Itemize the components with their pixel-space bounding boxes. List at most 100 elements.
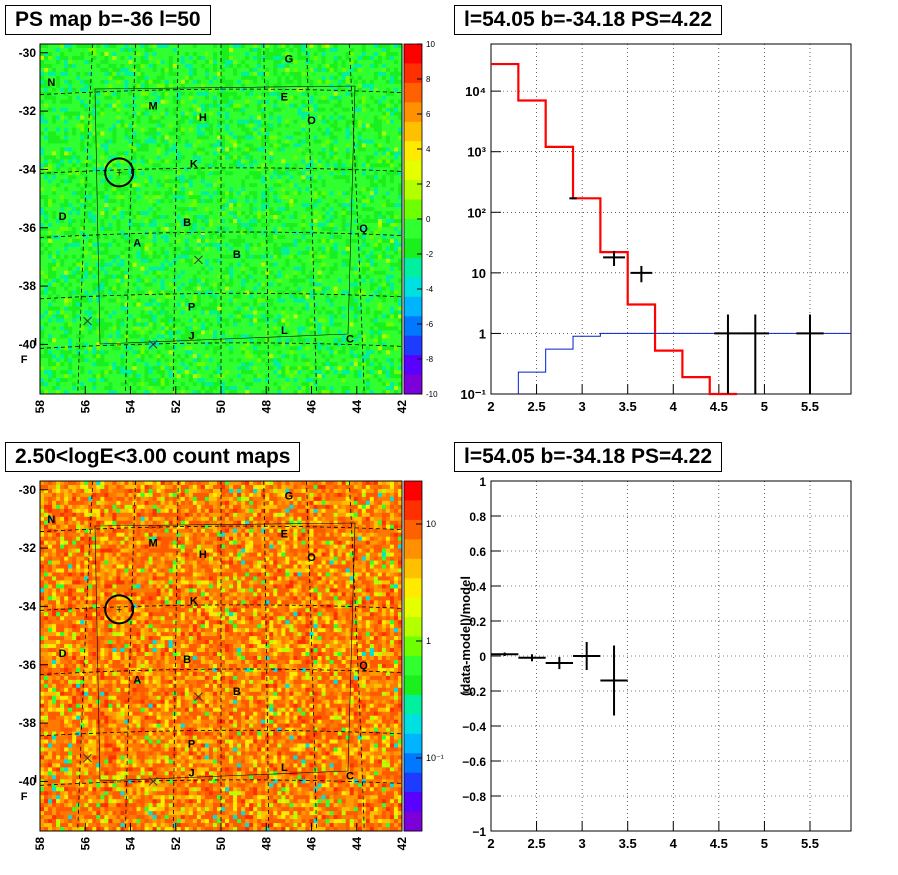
ps-colorbar-segment — [404, 121, 422, 142]
cnt-x-tick-label: 44 — [350, 837, 364, 851]
spectrum-background-series — [517, 332, 851, 394]
spectrum-x-tick-label: 2.5 — [528, 399, 546, 414]
ps-source-label-f: F — [21, 354, 28, 366]
ps-y-tick-label: -38 — [19, 279, 37, 293]
ps-x-tick-label: 58 — [33, 400, 47, 414]
ps-colorbar-segment — [404, 335, 422, 356]
cnt-source-label-d: D — [59, 648, 67, 660]
cnt-colorbar-segment — [404, 558, 422, 579]
ps-source-label-l: L — [281, 325, 288, 337]
cnt-source-label-f: F — [21, 791, 28, 803]
cnt-marked-source-cross: + — [116, 605, 122, 616]
spectrum-x-tick-label: 4.5 — [710, 399, 728, 414]
ps-x-tick-label: 54 — [124, 400, 138, 414]
cnt-colorbar-segment — [404, 597, 422, 618]
ps-source-label-g: G — [285, 54, 294, 66]
residual-x-tick-label: 4.5 — [710, 836, 728, 851]
ps-source-label-j: J — [189, 331, 195, 343]
ps-region-boundary — [94, 85, 356, 345]
cnt-colorbar-segment — [404, 481, 422, 501]
cnt-colorbar-segment — [404, 539, 422, 560]
ps-y-tick-label: -32 — [19, 104, 37, 118]
cnt-colorbar-segment — [404, 811, 422, 832]
ps-source-label-c: C — [346, 334, 354, 346]
residual-y-tick-label: −0.8 — [462, 790, 486, 804]
cnt-source-label-h: H — [199, 549, 207, 561]
cnt-x-tick-label: 54 — [124, 837, 138, 851]
ps-heatmap-cells — [40, 44, 403, 395]
ps-colorbar-tick-label: -6 — [426, 320, 434, 329]
ps-colorbar-tick-label: -4 — [426, 285, 434, 294]
ps-colorbar-segment — [404, 316, 422, 337]
cnt-source-label-b: B — [233, 686, 241, 698]
cnt-x-marker — [83, 753, 92, 763]
cnt-x-tick-label: 48 — [259, 837, 273, 851]
spectrum-frame — [490, 43, 852, 395]
cnt-x-tick-label: 52 — [169, 837, 183, 851]
cnt-coordinate-grid — [39, 480, 403, 832]
cnt-y-tick-label: -32 — [19, 541, 37, 555]
ps-colorbar-tick-label: 10 — [426, 40, 435, 49]
cnt-colorbar-segment — [404, 617, 422, 638]
spectrum-y-tick-label: 1 — [479, 326, 486, 341]
ps-source-label-b: B — [233, 249, 241, 261]
cnt-y-tick-label: -36 — [19, 658, 37, 672]
cnt-colorbar-segment — [404, 578, 422, 599]
ps-colorbar-segment — [404, 238, 422, 259]
ps-source-label-h: H — [199, 112, 207, 124]
cnt-x-tick-label: 50 — [214, 837, 228, 851]
spectrum-y-tick-label: 10 — [472, 266, 486, 281]
ps-colorbar-tick-label: 0 — [426, 215, 431, 224]
ps-source-label-b: B — [183, 217, 191, 229]
residual-y-tick-label: −1 — [472, 825, 486, 839]
residual-y-tick-label: 1 — [479, 475, 486, 489]
spectrum-x-tick-label: 4 — [670, 399, 678, 414]
residual-x-tick-label: 4 — [670, 836, 678, 851]
cnt-source-label-b: B — [183, 654, 191, 666]
cnt-source-label-e: E — [281, 529, 288, 541]
ps-colorbar-segment — [404, 219, 422, 239]
ps-colorbar-segment — [404, 141, 422, 162]
residual-x-tick-label: 3 — [579, 836, 586, 851]
cnt-y-tick-label: -34 — [19, 599, 37, 613]
spectrum-grid — [490, 44, 851, 395]
cnt-colorbar-segment — [404, 753, 422, 774]
residual-y-axis-label: (data-model)/model — [458, 576, 473, 696]
cnt-x-marker — [148, 777, 158, 786]
ps-x-tick-label: 42 — [395, 400, 409, 414]
cnt-colorbar-frame — [403, 480, 423, 832]
ps-colorbar-segment — [404, 257, 422, 278]
ps-map-title: PS map b=-36 l=50 — [5, 5, 211, 35]
ps-y-tick-label: -40 — [19, 337, 37, 351]
count-colorbar-tick-label: 10⁻¹ — [426, 753, 444, 763]
residual-y-tick-label: 0.6 — [469, 545, 486, 559]
cnt-source-label-a: A — [133, 674, 141, 686]
ps-x-marker — [83, 316, 92, 326]
spectrum-y-tick-label: 10⁻¹ — [460, 387, 486, 402]
cnt-colorbar-segment — [404, 714, 422, 735]
ps-colorbar-tick-label: 8 — [426, 75, 431, 84]
spectrum-model-series — [491, 62, 738, 396]
ps-x-tick-label: 44 — [350, 400, 364, 414]
ps-colorbar-segment — [404, 374, 422, 395]
spectrum-x-tick-label: 3.5 — [619, 399, 637, 414]
spectrum-x-tick-label: 5 — [761, 399, 768, 414]
spectrum-title: l=54.05 b=-34.18 PS=4.22 — [454, 5, 723, 35]
ps-colorbar-segment — [404, 180, 422, 201]
ps-colorbar-segment — [404, 277, 422, 298]
cnt-x-tick-label: 58 — [33, 837, 47, 851]
ps-marked-source-circle — [104, 157, 135, 188]
ps-y-tick-label: -36 — [19, 221, 37, 235]
ps-source-label-d: D — [59, 211, 67, 223]
residual-x-tick-label: 5 — [761, 836, 768, 851]
cnt-colorbar-segment — [404, 694, 422, 715]
ps-colorbar-tick-label: -10 — [426, 390, 438, 399]
cnt-x-tick-label: 56 — [78, 837, 92, 851]
ps-colorbar-segment — [404, 63, 422, 84]
ps-colorbar-segment — [404, 160, 422, 181]
spectrum-y-tick-label: 10² — [467, 205, 486, 220]
cnt-colorbar-segment — [404, 636, 422, 657]
ps-colorbar-segment — [404, 44, 422, 64]
spectrum-x-tick-label: 5.5 — [801, 399, 819, 414]
residual-x-tick-label: 2.5 — [528, 836, 546, 851]
